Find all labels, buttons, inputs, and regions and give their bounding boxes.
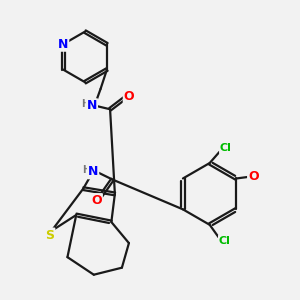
Text: N: N (87, 99, 97, 112)
Text: O: O (248, 170, 259, 183)
Text: O: O (124, 90, 134, 103)
Text: Cl: Cl (220, 143, 232, 153)
Text: H: H (81, 99, 89, 109)
Text: Cl: Cl (219, 236, 231, 246)
Text: N: N (88, 165, 98, 178)
Text: N: N (58, 38, 68, 51)
Text: S: S (45, 229, 54, 242)
Text: O: O (91, 194, 102, 207)
Text: H: H (82, 165, 90, 175)
